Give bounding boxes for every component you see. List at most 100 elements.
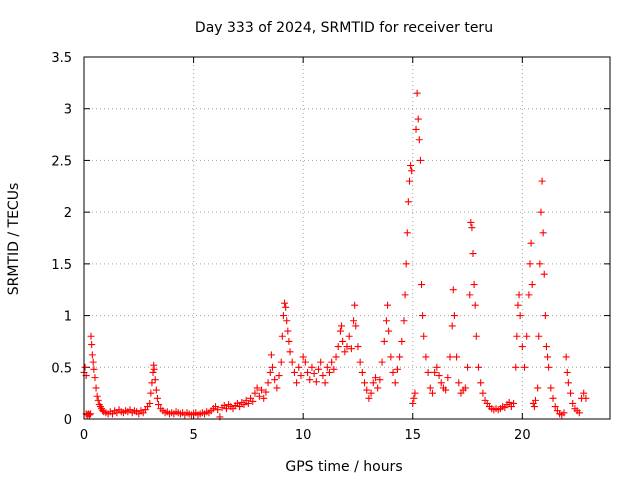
data-point <box>402 260 410 268</box>
data-point <box>471 301 479 309</box>
data-point <box>338 322 346 330</box>
data-point <box>525 291 533 299</box>
data-point <box>540 270 548 278</box>
data-point <box>304 368 312 376</box>
data-point <box>146 399 154 407</box>
data-point <box>547 384 555 392</box>
data-point <box>444 374 452 382</box>
data-point <box>293 379 301 387</box>
data-point <box>317 358 325 366</box>
data-point <box>582 394 590 402</box>
data-point <box>513 332 521 340</box>
data-point <box>562 353 570 361</box>
data-point <box>92 384 100 392</box>
data-point <box>315 365 323 373</box>
data-point <box>301 358 309 366</box>
data-point <box>332 353 340 361</box>
data-point <box>91 374 99 382</box>
data-point <box>369 379 377 387</box>
data-point <box>433 363 441 371</box>
data-point <box>469 250 477 258</box>
data-point <box>521 363 529 371</box>
data-point <box>81 363 89 371</box>
data-point <box>290 368 298 376</box>
data-point <box>466 291 474 299</box>
data-point <box>536 260 544 268</box>
data-point <box>152 386 160 394</box>
data-point <box>414 115 422 123</box>
data-point <box>267 351 275 359</box>
data-point <box>88 351 96 359</box>
data-point <box>539 229 547 237</box>
data-point <box>544 353 552 361</box>
data-point <box>518 343 526 351</box>
data-point <box>410 394 418 402</box>
axis-ticks <box>83 56 610 420</box>
data-point <box>343 343 351 351</box>
data-point <box>328 358 336 366</box>
data-point <box>148 379 156 387</box>
data-point <box>262 388 270 396</box>
data-point <box>455 379 463 387</box>
data-point <box>347 345 355 353</box>
data-point <box>380 337 388 345</box>
data-point <box>396 353 404 361</box>
data-point <box>403 229 411 237</box>
y-tick-label: 1.5 <box>51 258 72 273</box>
x-tick-label: 5 <box>189 428 197 443</box>
data-point <box>325 368 333 376</box>
data-point <box>514 301 522 309</box>
data-point <box>345 332 353 340</box>
data-point <box>580 389 588 397</box>
data-point <box>339 337 347 345</box>
data-point <box>350 317 358 325</box>
data-point <box>240 401 248 409</box>
data-point <box>88 341 96 349</box>
data-point <box>260 394 268 402</box>
data-point <box>285 337 293 345</box>
data-point <box>385 327 393 335</box>
data-point <box>537 208 545 216</box>
data-point <box>563 368 571 376</box>
grid-lines <box>84 57 610 419</box>
data-point <box>150 365 158 373</box>
data-point <box>538 177 546 185</box>
data-point <box>283 317 291 325</box>
y-axis-label: SRMTID / TECUs <box>6 183 22 296</box>
data-point <box>358 368 366 376</box>
data-point <box>470 281 478 289</box>
data-point <box>306 376 314 384</box>
data-point <box>367 389 375 397</box>
data-point <box>87 410 95 418</box>
data-point <box>89 358 97 366</box>
data-point <box>530 403 538 411</box>
data-point <box>449 286 457 294</box>
y-tick-label: 1 <box>64 310 72 325</box>
data-point <box>288 358 296 366</box>
y-tick-label: 0.5 <box>51 361 72 376</box>
x-axis-label: GPS time / hours <box>285 459 402 475</box>
data-point <box>310 369 318 377</box>
data-point <box>448 322 456 330</box>
data-point <box>405 177 413 185</box>
data-point <box>268 363 276 371</box>
data-point <box>467 218 475 226</box>
data-point <box>419 312 427 320</box>
data-point <box>510 399 518 407</box>
data-point <box>374 384 382 392</box>
data-point <box>464 363 472 371</box>
data-point <box>312 378 320 386</box>
data-series-srmtid <box>80 89 590 421</box>
data-point <box>214 406 222 414</box>
data-point <box>85 411 93 419</box>
data-point <box>266 368 274 376</box>
data-point <box>147 389 155 397</box>
data-point <box>535 332 543 340</box>
data-point <box>531 396 539 404</box>
data-point <box>527 239 535 247</box>
data-point <box>279 312 287 320</box>
data-point <box>297 372 305 380</box>
data-point <box>251 389 259 397</box>
data-point <box>575 409 583 417</box>
